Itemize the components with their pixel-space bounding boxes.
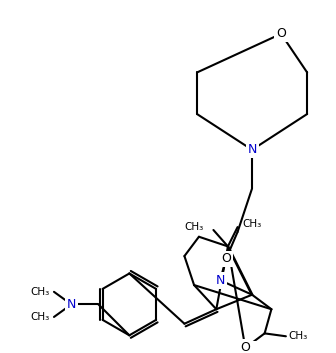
Text: O: O: [240, 341, 250, 353]
Text: CH₃: CH₃: [30, 312, 49, 322]
Text: O: O: [221, 252, 231, 265]
Text: CH₃: CH₃: [242, 219, 262, 229]
Text: N: N: [67, 298, 76, 311]
Text: N: N: [247, 143, 257, 156]
Text: CH₃: CH₃: [184, 222, 204, 232]
Text: CH₃: CH₃: [289, 331, 308, 341]
Text: CH₃: CH₃: [30, 287, 49, 297]
Text: O: O: [276, 27, 286, 40]
Text: N: N: [215, 274, 225, 287]
